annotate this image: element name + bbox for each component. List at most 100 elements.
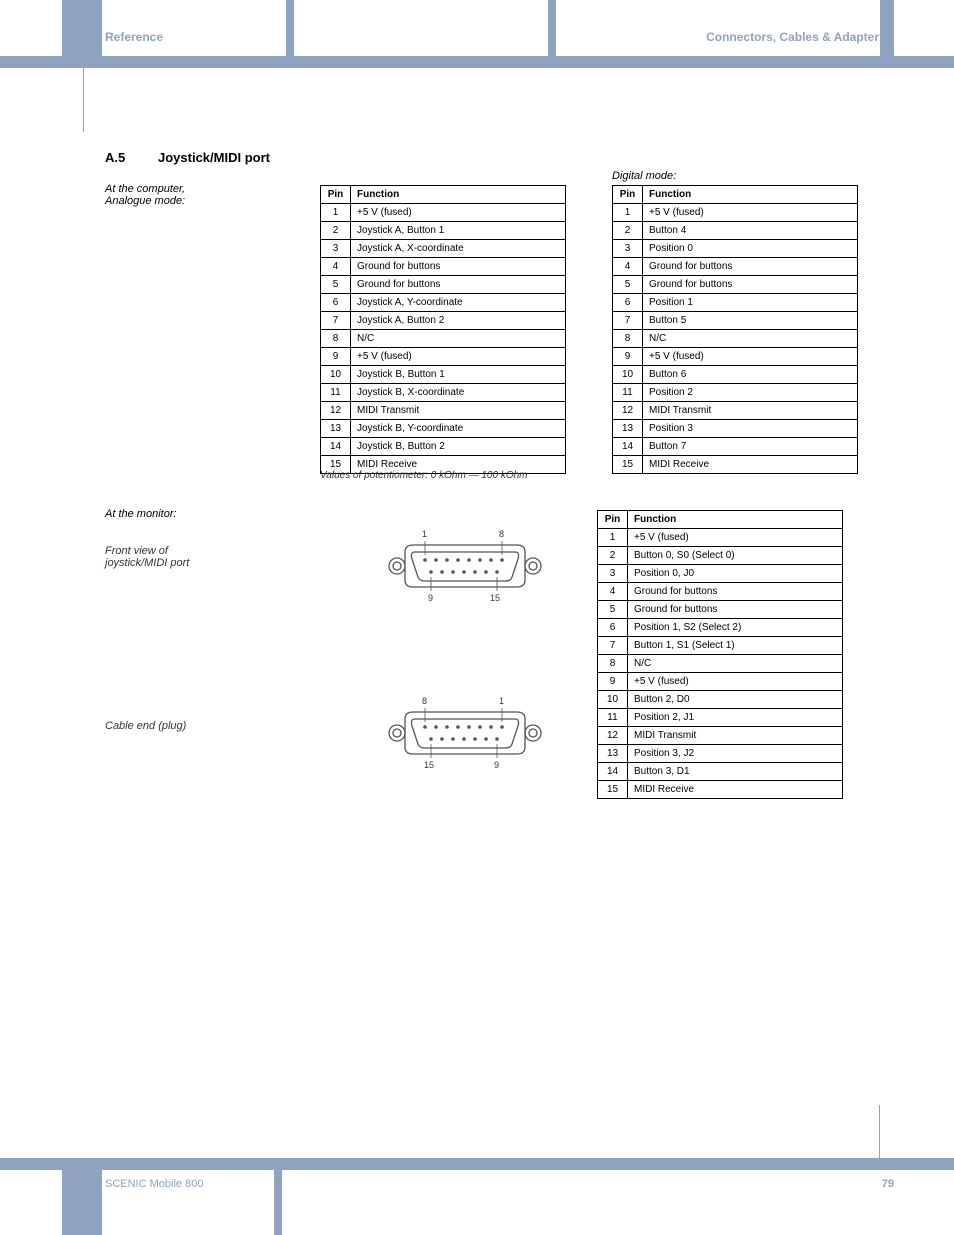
table-row: 11Position 2 bbox=[613, 384, 858, 402]
th-fn: Function bbox=[643, 186, 858, 204]
table-row: 8N/C bbox=[321, 330, 566, 348]
cell-fn: MIDI Transmit bbox=[643, 402, 858, 420]
cell-pin: 3 bbox=[321, 240, 351, 258]
cell-fn: Ground for buttons bbox=[351, 276, 566, 294]
cell-fn: Position 3, J2 bbox=[628, 745, 843, 763]
table-row: 3Joystick A, X-coordinate bbox=[321, 240, 566, 258]
cell-fn: MIDI Receive bbox=[643, 456, 858, 474]
cell-pin: 10 bbox=[321, 366, 351, 384]
cell-pin: 4 bbox=[321, 258, 351, 276]
cell-fn: Joystick A, Button 2 bbox=[351, 312, 566, 330]
table-row: 2Joystick A, Button 1 bbox=[321, 222, 566, 240]
cell-pin: 4 bbox=[598, 583, 628, 601]
th-pin: Pin bbox=[598, 511, 628, 529]
table-row: 8N/C bbox=[613, 330, 858, 348]
cell-pin: 2 bbox=[613, 222, 643, 240]
pin-label-9b: 9 bbox=[494, 760, 499, 770]
header-vline bbox=[83, 68, 84, 132]
top-stripe bbox=[0, 56, 954, 68]
cell-pin: 10 bbox=[613, 366, 643, 384]
cell-fn: +5 V (fused) bbox=[351, 348, 566, 366]
cell-pin: 7 bbox=[613, 312, 643, 330]
table-row: 13Position 3 bbox=[613, 420, 858, 438]
table-row: 2Button 4 bbox=[613, 222, 858, 240]
table-row: 11Position 2, J1 bbox=[598, 709, 843, 727]
table-row: 5Ground for buttons bbox=[321, 276, 566, 294]
table-row: 10Joystick B, Button 1 bbox=[321, 366, 566, 384]
table-row: 14Joystick B, Button 2 bbox=[321, 438, 566, 456]
pin-table-digital: Pin Function 1+5 V (fused)2Button 43Posi… bbox=[612, 185, 858, 474]
top-tab-3 bbox=[548, 0, 556, 56]
table-row: 8N/C bbox=[598, 655, 843, 673]
cell-pin: 3 bbox=[598, 565, 628, 583]
cell-pin: 11 bbox=[598, 709, 628, 727]
table-row: 3Position 0 bbox=[613, 240, 858, 258]
cell-fn: Position 0, J0 bbox=[628, 565, 843, 583]
cell-pin: 5 bbox=[613, 276, 643, 294]
potentiometer-note: Values of potentiometer: 0 kOhm — 100 kO… bbox=[320, 470, 528, 481]
table-row: 5Ground for buttons bbox=[613, 276, 858, 294]
cell-fn: +5 V (fused) bbox=[351, 204, 566, 222]
table-row: 7Joystick A, Button 2 bbox=[321, 312, 566, 330]
table-row: 10Button 6 bbox=[613, 366, 858, 384]
cell-fn: Button 7 bbox=[643, 438, 858, 456]
pin-table-analog: Pin Function 1+5 V (fused)2Joystick A, B… bbox=[320, 185, 566, 474]
cell-pin: 6 bbox=[598, 619, 628, 637]
cell-pin: 9 bbox=[321, 348, 351, 366]
cell-pin: 14 bbox=[613, 438, 643, 456]
table-row: 9+5 V (fused) bbox=[321, 348, 566, 366]
cell-fn: Button 3, D1 bbox=[628, 763, 843, 781]
cell-pin: 6 bbox=[321, 294, 351, 312]
top-tab-4 bbox=[880, 0, 894, 56]
cell-pin: 1 bbox=[598, 529, 628, 547]
cell-pin: 9 bbox=[598, 673, 628, 691]
cell-pin: 8 bbox=[613, 330, 643, 348]
cell-pin: 14 bbox=[321, 438, 351, 456]
table-row: 15MIDI Receive bbox=[598, 781, 843, 799]
table-row: 1+5 V (fused) bbox=[613, 204, 858, 222]
cell-pin: 7 bbox=[321, 312, 351, 330]
cell-pin: 4 bbox=[613, 258, 643, 276]
cell-fn: Joystick A, Y-coordinate bbox=[351, 294, 566, 312]
cell-fn: Joystick B, Button 2 bbox=[351, 438, 566, 456]
bottom-tab-2 bbox=[274, 1158, 282, 1235]
cell-fn: Ground for buttons bbox=[628, 583, 843, 601]
cell-fn: Position 2 bbox=[643, 384, 858, 402]
cell-pin: 13 bbox=[613, 420, 643, 438]
cell-fn: Button 1, S1 (Select 1) bbox=[628, 637, 843, 655]
page-number: 79 bbox=[882, 1178, 894, 1190]
cell-fn: +5 V (fused) bbox=[628, 529, 843, 547]
table-row: 6Position 1 bbox=[613, 294, 858, 312]
top-tab-1 bbox=[62, 0, 102, 56]
th-pin: Pin bbox=[321, 186, 351, 204]
cell-pin: 1 bbox=[321, 204, 351, 222]
cell-pin: 10 bbox=[598, 691, 628, 709]
table-row: 2Button 0, S0 (Select 0) bbox=[598, 547, 843, 565]
pin-label-15b: 15 bbox=[424, 760, 434, 770]
table-row: 12MIDI Transmit bbox=[598, 727, 843, 745]
cell-fn: N/C bbox=[643, 330, 858, 348]
cell-fn: Joystick A, Button 1 bbox=[351, 222, 566, 240]
pin-label-8: 8 bbox=[499, 529, 504, 539]
table-row: 11Joystick B, X-coordinate bbox=[321, 384, 566, 402]
cell-pin: 11 bbox=[321, 384, 351, 402]
cell-fn: +5 V (fused) bbox=[628, 673, 843, 691]
cell-fn: Position 2, J1 bbox=[628, 709, 843, 727]
bottom-stripe bbox=[0, 1158, 954, 1170]
th-pin: Pin bbox=[613, 186, 643, 204]
table-row: 10Button 2, D0 bbox=[598, 691, 843, 709]
diagram-caption-plug: Cable end (plug) bbox=[105, 720, 255, 732]
cell-pin: 13 bbox=[321, 420, 351, 438]
table-row: 7Button 5 bbox=[613, 312, 858, 330]
cell-pin: 5 bbox=[321, 276, 351, 294]
cell-fn: +5 V (fused) bbox=[643, 204, 858, 222]
cell-pin: 8 bbox=[321, 330, 351, 348]
cell-fn: Ground for buttons bbox=[351, 258, 566, 276]
label-at-monitor: At the monitor: bbox=[105, 508, 177, 520]
cell-pin: 3 bbox=[613, 240, 643, 258]
cell-pin: 12 bbox=[321, 402, 351, 420]
pin-label-1b: 1 bbox=[499, 696, 504, 706]
th-fn: Function bbox=[351, 186, 566, 204]
cell-pin: 6 bbox=[613, 294, 643, 312]
cell-pin: 1 bbox=[613, 204, 643, 222]
